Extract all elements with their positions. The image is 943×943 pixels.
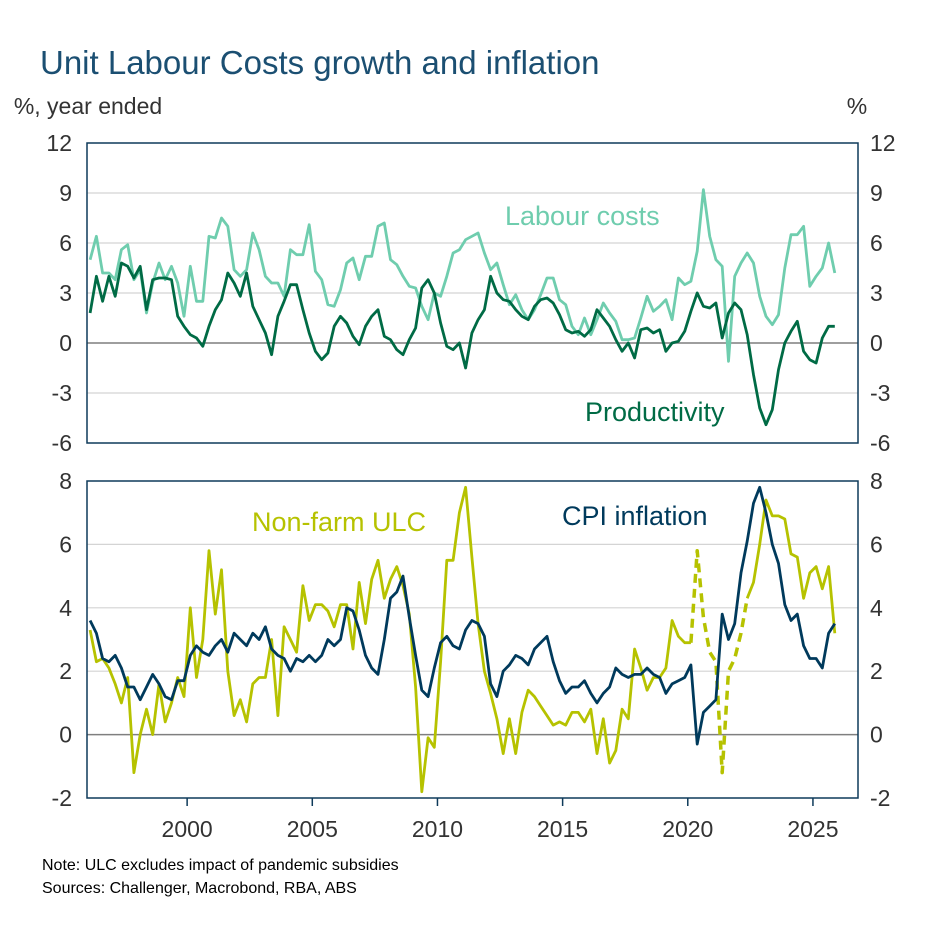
sources-text: Sources: Challenger, Macrobond, RBA, ABS <box>42 880 357 897</box>
y-tick-label-right: -3 <box>870 380 890 406</box>
y-tick-label-left: 6 <box>59 230 72 256</box>
series-line-labour-costs <box>88 188 837 363</box>
y-tick-label-right: 0 <box>870 722 883 748</box>
y-tick-label-left: 0 <box>59 722 72 748</box>
y-tick-label-right: -2 <box>870 785 890 811</box>
note-text: Note: ULC excludes impact of pandemic su… <box>42 857 399 874</box>
y-tick-label-right: 2 <box>870 658 883 684</box>
series-label: Labour costs <box>505 201 660 231</box>
left-axis-unit: %, year ended <box>14 93 162 119</box>
y-tick-label-left: 8 <box>59 468 72 494</box>
y-tick-label-right: 6 <box>870 230 883 256</box>
y-tick-label-left: -2 <box>52 785 72 811</box>
plot-frame <box>86 480 859 799</box>
chart-title: Unit Labour Costs growth and inflation <box>40 44 600 81</box>
series-label: Non-farm ULC <box>252 507 426 537</box>
y-tick-label-right: 4 <box>870 595 883 621</box>
y-tick-label-right: 0 <box>870 330 883 356</box>
series-label: Productivity <box>585 397 725 427</box>
x-tick-label: 2010 <box>412 816 463 842</box>
x-tick-label: 2005 <box>287 816 338 842</box>
y-tick-label-right: 6 <box>870 531 883 557</box>
y-tick-label-right: 3 <box>870 280 883 306</box>
x-tick-label: 2020 <box>662 816 713 842</box>
y-tick-label-right: 12 <box>870 130 896 156</box>
x-tick-label: 2025 <box>787 816 838 842</box>
y-tick-label-right: -6 <box>870 430 890 456</box>
series-label: CPI inflation <box>562 501 708 531</box>
y-tick-label-right: 8 <box>870 468 883 494</box>
y-tick-label-left: -6 <box>52 430 72 456</box>
plot-frame <box>86 142 859 444</box>
y-tick-label-right: 9 <box>870 180 883 206</box>
y-tick-label-left: 3 <box>59 280 72 306</box>
y-tick-label-left: -3 <box>52 380 72 406</box>
series-line-non-farm-ulc <box>88 485 837 794</box>
right-axis-unit: % <box>847 93 867 119</box>
y-tick-label-left: 2 <box>59 658 72 684</box>
series-line-non-farm-ulc-including-pandemic-subsidies <box>689 548 749 775</box>
y-tick-label-left: 4 <box>59 595 72 621</box>
y-tick-label-left: 0 <box>59 330 72 356</box>
x-tick-label: 2015 <box>537 816 588 842</box>
y-tick-label-left: 6 <box>59 531 72 557</box>
y-tick-label-left: 12 <box>46 130 72 156</box>
series-line-cpi-inflation <box>88 485 836 746</box>
series-line-productivity <box>88 261 835 427</box>
x-tick-label: 2000 <box>162 816 213 842</box>
y-tick-label-left: 9 <box>59 180 72 206</box>
